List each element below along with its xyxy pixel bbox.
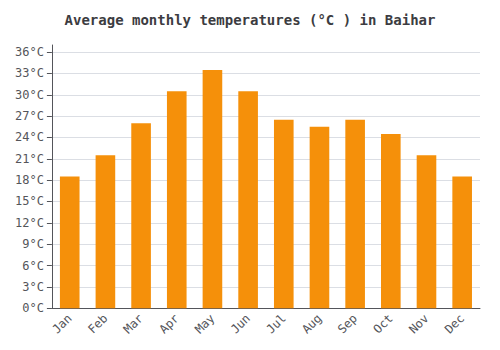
svg-text:Apr: Apr [156, 311, 181, 336]
svg-text:9°C: 9°C [22, 237, 44, 251]
svg-text:Jan: Jan [49, 311, 74, 336]
svg-text:15°C: 15°C [15, 194, 44, 208]
svg-text:Average monthly temperatures (: Average monthly temperatures (°C ) in Ba… [65, 12, 436, 28]
svg-text:3°C: 3°C [22, 280, 44, 294]
svg-text:6°C: 6°C [22, 259, 44, 273]
svg-text:21°C: 21°C [15, 152, 44, 166]
svg-text:Oct: Oct [371, 311, 396, 336]
svg-text:24°C: 24°C [15, 130, 44, 144]
svg-text:Feb: Feb [85, 311, 110, 336]
svg-text:0°C: 0°C [22, 301, 44, 315]
svg-text:Nov: Nov [406, 311, 431, 336]
svg-text:27°C: 27°C [15, 109, 44, 123]
svg-text:Aug: Aug [299, 311, 324, 336]
svg-text:May: May [192, 311, 217, 336]
svg-text:Dec: Dec [442, 311, 467, 336]
svg-text:18°C: 18°C [15, 173, 44, 187]
svg-text:33°C: 33°C [15, 66, 44, 80]
svg-text:Jul: Jul [264, 311, 289, 336]
svg-text:12°C: 12°C [15, 216, 44, 230]
svg-text:Jun: Jun [228, 311, 253, 336]
svg-text:Mar: Mar [121, 311, 146, 336]
svg-text:36°C: 36°C [15, 45, 44, 59]
svg-text:30°C: 30°C [15, 88, 44, 102]
svg-text:Sep: Sep [335, 311, 360, 336]
